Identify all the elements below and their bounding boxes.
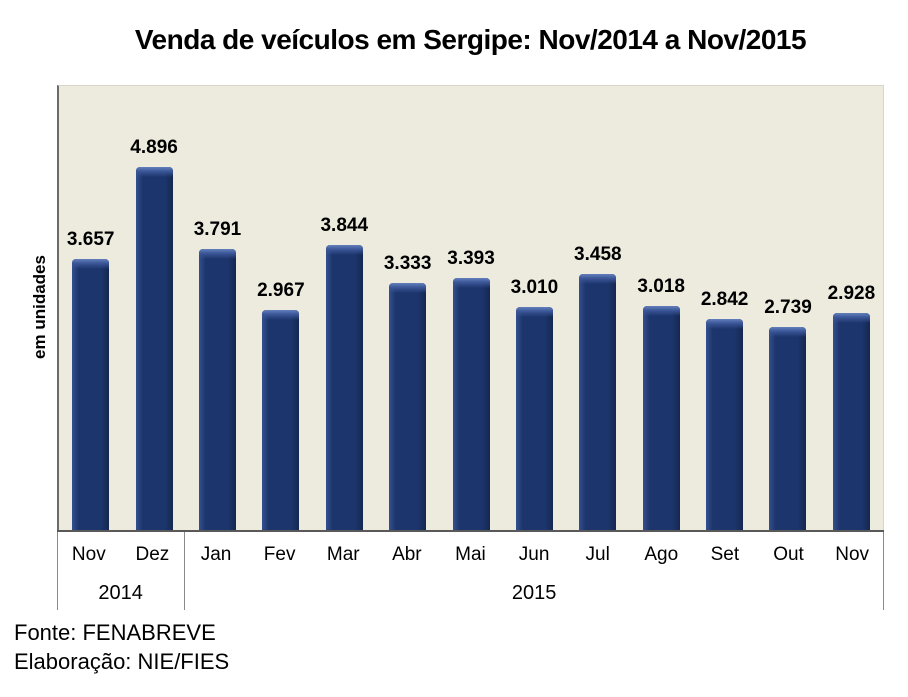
footer: Fonte: FENABREVE Elaboração: NIE/FIES (14, 618, 229, 676)
x-tick-label: Jan (200, 544, 232, 565)
bar-slot: 2.842 (693, 86, 756, 530)
bar (769, 327, 807, 530)
chart-title: Venda de veículos em Sergipe: Nov/2014 a… (134, 24, 807, 55)
bar-value-label: 2.928 (827, 283, 876, 304)
bar-value-label: 3.018 (637, 276, 685, 297)
bar (72, 259, 110, 530)
year-group-label: 2014 (98, 582, 143, 604)
y-axis-label: em unidades (30, 255, 49, 359)
bar (325, 245, 363, 530)
bar-value-label: 2.842 (700, 289, 749, 310)
elaboration-text: Elaboração: NIE/FIES (14, 649, 230, 674)
axis-separator (184, 532, 185, 610)
bar-value-label: 3.458 (574, 244, 622, 265)
bar-slot: 2.739 (756, 86, 819, 530)
bar-value-label: 3.844 (320, 215, 369, 236)
bar-value-label: 3.393 (447, 248, 495, 269)
bar-value-label: 4.896 (130, 137, 178, 158)
bar-slot: 3.393 (439, 86, 502, 530)
bar-slot: 3.657 (59, 86, 122, 530)
x-tick-label: Mar (326, 544, 360, 565)
bar (135, 167, 173, 530)
bar-value-label: 3.010 (510, 277, 559, 298)
bar-slot: 2.967 (249, 86, 312, 530)
bar-slot: 3.333 (376, 86, 439, 530)
bar-value-label: 2.967 (257, 280, 305, 301)
source-text: Fonte: FENABREVE (14, 620, 216, 645)
bar-slot: 4.896 (122, 86, 185, 530)
x-tick-label: Out (773, 544, 804, 565)
bar (579, 274, 617, 530)
bar-slot: 2.928 (820, 86, 883, 530)
bar (515, 307, 553, 530)
x-tick-label: Ago (644, 544, 679, 565)
bar (642, 306, 680, 530)
axis-separator (57, 532, 58, 610)
x-tick-label: Fev (263, 544, 296, 565)
bar (706, 319, 744, 530)
plot-area: 3.657 4.896 3.791 2.967 3.844 3.333 3.393 3.010… (57, 85, 884, 530)
x-axis-months-row: Nov Dez Jan Fev Mar Abr Mai Jun Jul Ago Set Out Nov (57, 532, 884, 566)
x-tick-label: Set (710, 544, 740, 565)
bar-slot: 3.018 (630, 86, 693, 530)
x-tick-label: Abr (392, 544, 422, 565)
x-tick-label: Nov (71, 544, 106, 565)
bar-slot: 3.791 (186, 86, 249, 530)
bar (832, 313, 870, 530)
x-tick-label: Dez (135, 544, 170, 565)
bar (452, 278, 490, 530)
bar-value-label: 3.657 (66, 229, 115, 250)
bar-value-label: 3.791 (193, 219, 242, 240)
x-tick-label: Jul (585, 544, 610, 565)
bar (262, 310, 300, 530)
bar (198, 249, 236, 530)
bar-value-label: 3.333 (383, 253, 432, 274)
x-tick-label: Jun (518, 544, 550, 565)
x-axis: Nov Dez Jan Fev Mar Abr Mai Jun Jul Ago Set Out Nov … (57, 530, 884, 612)
bar-slot: 3.844 (313, 86, 376, 530)
bar-value-label: 2.739 (764, 297, 812, 318)
bar-slot: 3.010 (503, 86, 566, 530)
year-group-label: 2015 (511, 582, 557, 604)
x-tick-label: Nov (835, 544, 870, 565)
bar-slot: 3.458 (566, 86, 629, 530)
x-tick-label: Mai (455, 544, 486, 565)
bar (389, 283, 427, 530)
axis-separator (883, 532, 884, 610)
